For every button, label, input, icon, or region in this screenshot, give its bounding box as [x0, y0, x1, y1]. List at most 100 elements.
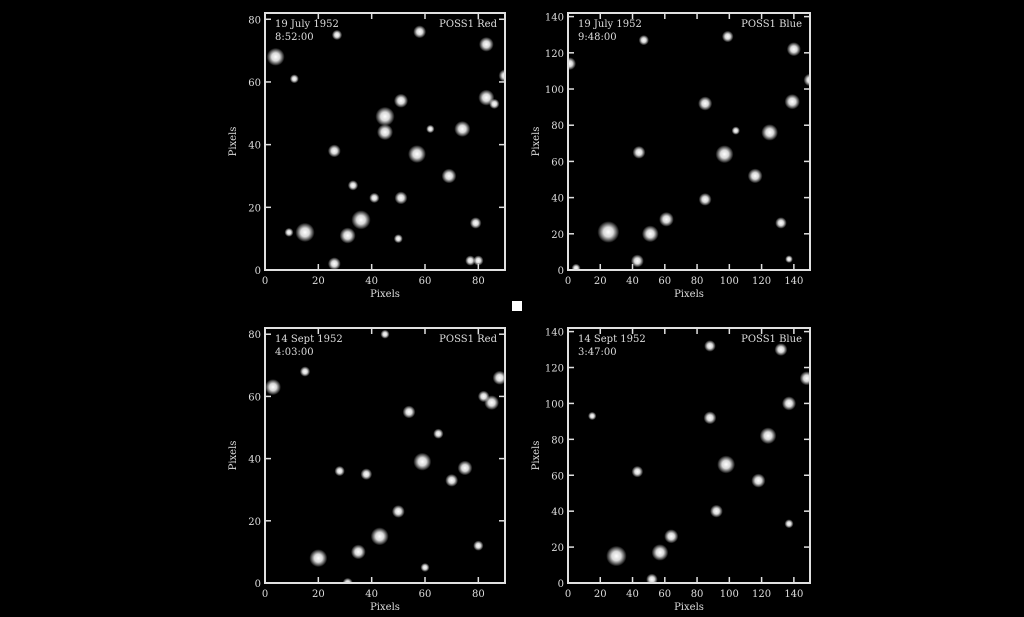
- y-tick-label: 0: [558, 579, 564, 590]
- star: [393, 234, 403, 244]
- y-tick-label: 80: [551, 435, 564, 446]
- x-tick-label: 100: [720, 276, 739, 287]
- x-tick-label: 0: [565, 276, 571, 287]
- star: [568, 57, 577, 71]
- star: [370, 527, 389, 546]
- star: [588, 411, 597, 421]
- star: [299, 366, 311, 377]
- panel-time: 8:52:00: [275, 32, 314, 43]
- star: [571, 263, 581, 270]
- x-tick-label: 60: [419, 276, 432, 287]
- y-axis-label: Pixels: [531, 127, 542, 157]
- plot-frame: [567, 327, 811, 584]
- star: [606, 545, 627, 567]
- star: [445, 473, 459, 487]
- x-tick-label: 60: [419, 589, 432, 600]
- panel-1: 0 20 40 60 80 0 20 40 60 80 Pixels Pixels 19 July 19…: [228, 12, 506, 300]
- x-tick-label: 120: [752, 276, 771, 287]
- star: [369, 192, 380, 204]
- plot-frame: [264, 12, 506, 271]
- star: [408, 145, 426, 163]
- panel-time: 4:03:00: [275, 347, 314, 358]
- star: [659, 211, 674, 227]
- star: [454, 120, 471, 137]
- x-tick-label: 140: [784, 589, 803, 600]
- y-tick-label: 60: [551, 471, 564, 482]
- y-tick-label: 120: [545, 364, 564, 375]
- y-tick-label: 100: [545, 85, 564, 96]
- x-tick-label: 80: [472, 589, 485, 600]
- y-tick-label: 120: [545, 49, 564, 60]
- star: [477, 390, 490, 403]
- star: [646, 573, 658, 583]
- star: [759, 427, 777, 445]
- star: [698, 193, 712, 206]
- star: [473, 255, 484, 266]
- star: [394, 191, 408, 205]
- star: [498, 69, 505, 83]
- star: [784, 94, 800, 110]
- star: [489, 98, 500, 110]
- star: [375, 106, 395, 127]
- star: [781, 396, 797, 411]
- y-tick-label: 0: [255, 266, 261, 277]
- x-tick-label: 20: [594, 276, 607, 287]
- panel-3: 0 20 40 60 80 0 20 40 60 80 Pixels Pixels 14 Sept 19…: [228, 327, 506, 613]
- x-tick-label: 40: [626, 276, 639, 287]
- star: [465, 255, 476, 266]
- plot-frame: [264, 327, 506, 584]
- star: [331, 29, 343, 41]
- star: [433, 428, 444, 439]
- y-tick-label: 0: [558, 266, 564, 277]
- x-tick-label: 60: [658, 276, 671, 287]
- y-tick-label: 60: [248, 392, 261, 403]
- star: [747, 168, 763, 184]
- star: [803, 73, 810, 87]
- star: [266, 47, 285, 66]
- star: [413, 452, 432, 471]
- x-tick-label: 100: [720, 589, 739, 600]
- x-tick-label: 40: [626, 589, 639, 600]
- star: [799, 371, 810, 386]
- star: [339, 227, 356, 244]
- star: [710, 504, 723, 518]
- star: [420, 562, 430, 572]
- star: [641, 225, 659, 243]
- star: [751, 473, 766, 488]
- x-tick-label: 80: [691, 276, 704, 287]
- panel-time: 9:48:00: [578, 32, 617, 43]
- star: [469, 217, 482, 229]
- star: [350, 544, 366, 560]
- y-tick-label: 20: [248, 203, 261, 214]
- star: [632, 145, 646, 159]
- x-tick-label: 40: [365, 589, 378, 600]
- star: [651, 544, 669, 561]
- y-tick-label: 20: [551, 543, 564, 554]
- y-tick-label: 40: [248, 455, 261, 466]
- x-tick-label: 140: [784, 276, 803, 287]
- star: [721, 30, 734, 43]
- y-tick-label: 100: [545, 399, 564, 410]
- y-tick-label: 40: [248, 141, 261, 152]
- x-axis-label: Pixels: [370, 289, 400, 300]
- star: [775, 217, 787, 229]
- star: [327, 144, 341, 158]
- y-tick-label: 40: [551, 507, 564, 518]
- star: [351, 210, 371, 230]
- star: [785, 255, 793, 263]
- star: [478, 36, 494, 52]
- y-tick-label: 0: [255, 579, 261, 590]
- star: [630, 254, 644, 268]
- panel-date: 19 July 1952: [275, 19, 339, 30]
- star: [284, 227, 294, 237]
- star: [784, 519, 794, 529]
- star: [342, 577, 353, 583]
- panel-4: 0 20 40 60 80 100 120 140 0 20 40 60 80 100 120 140 Pixe…: [531, 327, 811, 613]
- star: [426, 124, 435, 134]
- star: [327, 257, 341, 270]
- x-tick-label: 40: [365, 276, 378, 287]
- x-axis-label: Pixels: [674, 602, 704, 613]
- y-tick-label: 140: [545, 13, 564, 24]
- star: [393, 93, 409, 108]
